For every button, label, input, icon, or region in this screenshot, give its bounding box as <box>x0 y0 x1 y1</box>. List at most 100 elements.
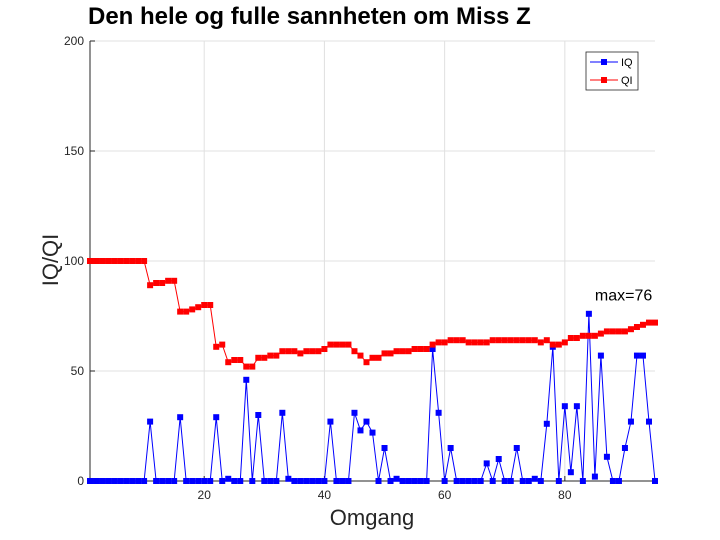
data-point-qi <box>537 339 544 346</box>
data-point-iq <box>465 478 472 484</box>
data-point-qi <box>111 258 118 264</box>
legend-iq-marker <box>601 59 607 65</box>
data-point-qi <box>219 341 226 348</box>
data-point-iq <box>477 478 484 484</box>
data-point-iq <box>243 376 250 383</box>
data-point-qi <box>201 302 208 308</box>
data-point-iq <box>453 478 460 484</box>
data-point-qi <box>507 337 514 344</box>
data-point-iq <box>435 409 442 416</box>
x-tick-label: 40 <box>318 488 332 502</box>
data-point-iq <box>615 478 622 484</box>
data-point-iq <box>591 473 598 480</box>
data-point-iq <box>321 478 328 484</box>
data-point-qi <box>549 341 556 348</box>
data-point-iq <box>471 478 478 484</box>
data-point-iq <box>237 478 244 484</box>
data-point-qi <box>267 352 274 359</box>
data-point-qi <box>357 352 364 359</box>
data-point-qi <box>621 328 628 335</box>
data-point-qi <box>597 330 604 337</box>
data-point-qi <box>513 337 520 344</box>
data-point-iq <box>363 418 370 425</box>
data-point-qi <box>261 354 268 361</box>
data-point-qi <box>603 328 610 335</box>
legend: IQ QI <box>585 51 639 91</box>
data-point-iq <box>489 478 496 484</box>
data-point-qi <box>531 337 538 344</box>
data-point-iq <box>99 478 106 484</box>
data-point-iq <box>297 478 304 484</box>
data-point-qi <box>117 258 124 264</box>
data-point-iq <box>153 478 160 484</box>
data-point-qi <box>297 350 304 357</box>
data-point-iq <box>627 418 634 425</box>
data-point-iq <box>597 352 604 359</box>
data-point-qi <box>453 337 460 344</box>
data-point-qi <box>165 277 172 284</box>
data-point-qi <box>177 308 184 315</box>
data-point-qi <box>417 346 424 352</box>
data-point-iq <box>273 478 280 484</box>
data-point-qi <box>399 348 406 355</box>
data-point-qi <box>93 258 100 264</box>
data-point-qi <box>159 280 166 286</box>
data-point-qi <box>375 354 382 361</box>
data-point-iq <box>519 478 526 484</box>
data-point-iq <box>261 478 268 484</box>
y-tick-label: 200 <box>64 34 84 48</box>
x-tick-label: 80 <box>558 488 572 502</box>
data-point-iq <box>495 456 502 462</box>
data-point-qi <box>381 350 388 357</box>
data-point-qi <box>207 302 214 308</box>
data-point-iq <box>357 427 364 434</box>
data-point-qi <box>519 337 526 344</box>
data-point-iq <box>159 478 166 484</box>
data-point-iq <box>609 478 616 484</box>
data-point-qi <box>273 352 280 359</box>
data-point-iq <box>111 478 118 484</box>
data-point-qi <box>231 357 238 363</box>
data-point-iq <box>369 429 376 436</box>
data-point-iq <box>543 420 550 427</box>
data-point-iq <box>399 478 406 484</box>
data-point-iq <box>579 478 586 484</box>
data-point-iq <box>129 478 136 484</box>
data-point-qi <box>411 346 418 352</box>
data-point-iq <box>537 478 544 484</box>
data-point-qi <box>243 363 250 370</box>
data-point-qi <box>345 341 352 348</box>
data-point-qi <box>567 335 574 341</box>
data-point-qi <box>387 350 394 357</box>
data-point-iq <box>327 418 334 425</box>
data-point-iq <box>201 478 208 484</box>
data-point-qi <box>153 280 160 286</box>
data-point-qi <box>543 337 550 344</box>
chart-title: Den hele og fulle sannheten om Miss Z <box>88 3 531 30</box>
data-point-qi <box>435 339 442 346</box>
data-point-qi <box>405 348 412 355</box>
data-point-qi <box>627 326 634 333</box>
data-point-iq <box>267 478 274 484</box>
data-point-iq <box>507 478 514 484</box>
data-point-iq <box>231 478 238 484</box>
data-point-qi <box>483 339 490 346</box>
data-point-qi <box>141 258 148 264</box>
data-point-iq <box>375 478 382 484</box>
data-point-iq <box>447 445 454 451</box>
data-point-qi <box>333 341 340 348</box>
data-point-iq <box>405 478 412 484</box>
data-point-qi <box>135 258 142 264</box>
x-axis-label: Omgang <box>330 505 414 530</box>
data-point-qi <box>633 324 640 330</box>
data-point-qi <box>129 258 136 264</box>
data-point-iq <box>339 478 346 484</box>
series-layer <box>87 258 658 484</box>
data-point-iq <box>652 478 658 484</box>
data-point-qi <box>429 341 436 348</box>
data-point-qi <box>303 348 310 355</box>
legend-box <box>585 51 639 91</box>
data-point-qi <box>501 337 508 344</box>
data-point-qi <box>525 337 532 344</box>
